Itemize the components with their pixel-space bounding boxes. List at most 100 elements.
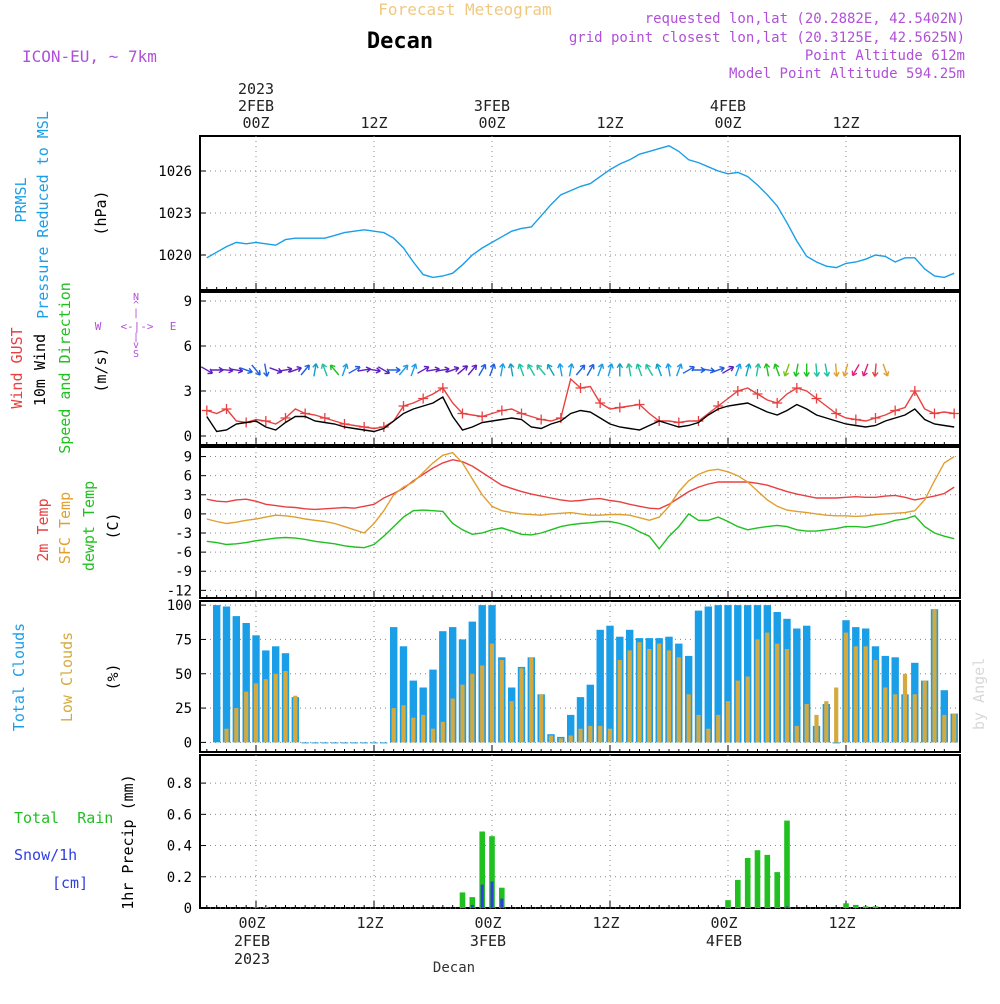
snow-bar — [500, 898, 504, 908]
ytick-label: 1020 — [158, 248, 192, 264]
wind-direction-arrow — [675, 363, 683, 377]
compass-n: N — [133, 292, 139, 303]
compass-s-arrow: v — [133, 340, 139, 351]
low-cloud-bar — [568, 735, 573, 743]
ytick-label: 25 — [175, 701, 192, 717]
ytick-label: 9 — [184, 450, 192, 466]
wind-direction-arrow — [833, 363, 840, 377]
wind-direction-arrow — [745, 363, 752, 377]
model-name: ICON-EU, ~ 7km — [22, 47, 157, 66]
wind-direction-arrow — [517, 363, 525, 377]
rain-bar — [754, 850, 761, 908]
compass-n-arrow: ^ — [133, 300, 139, 311]
wind-direction-arrow — [387, 366, 401, 374]
wind-direction-arrow — [871, 363, 879, 377]
wind-direction-arrow — [882, 363, 890, 377]
gust-marker — [673, 417, 684, 428]
low-cloud-bar — [942, 714, 947, 743]
compass-s: S — [133, 349, 139, 360]
wind-direction-arrow — [417, 365, 430, 374]
cloud-title-low: Low Clouds — [58, 632, 76, 722]
wind-direction-arrow — [557, 363, 564, 377]
gust-marker — [634, 399, 645, 410]
wind-direction-arrow — [436, 366, 450, 373]
low-cloud-bar — [932, 609, 937, 743]
ytick-label: -12 — [167, 583, 192, 599]
gust-marker — [378, 422, 389, 432]
compass-legend: N ^ | W <-|-> E | v S — [95, 292, 177, 360]
wind-title-gust: Wind GUST — [8, 327, 26, 408]
wind-direction-arrow — [288, 366, 302, 373]
low-cloud-bar — [617, 660, 622, 743]
cloud-unit: (%) — [104, 663, 122, 690]
total-cloud-bar — [734, 605, 742, 743]
low-cloud-bar — [283, 671, 288, 743]
ytick-label: 75 — [175, 632, 192, 648]
ytick-label: 1023 — [158, 206, 192, 222]
low-cloud-bar — [834, 687, 839, 743]
wind-direction-arrow — [278, 366, 293, 373]
top-time-label: 2023 — [238, 80, 274, 98]
total-cloud-bar — [704, 606, 712, 743]
precip-title-rain: Total Rain — [14, 809, 113, 827]
rain-bar — [479, 831, 485, 908]
gust-marker — [850, 414, 861, 425]
gust-marker — [280, 413, 291, 423]
gust-marker — [398, 401, 409, 411]
total-cloud-bar — [586, 684, 594, 743]
ytick-label: 3 — [184, 384, 192, 400]
frames-layer: 1020 1023 1026 0 3 6 9 -12 -9 -6 -3 0 3 6 9 0 25 50 75 100 0… — [158, 80, 961, 968]
low-cloud-bar — [558, 738, 563, 743]
low-cloud-bar — [480, 665, 485, 743]
temp-title-dewpt: dewpt Temp — [80, 481, 98, 571]
gust-marker — [811, 393, 822, 404]
top-time-label: 3FEB — [474, 97, 510, 115]
total-cloud-bar — [694, 610, 703, 743]
wind-direction-arrow — [320, 363, 328, 377]
gridpoint-location: grid point closest lon,lat (20.3125E, 42… — [569, 30, 965, 46]
gust-marker — [949, 408, 960, 419]
low-cloud-bar — [883, 687, 888, 743]
low-cloud-bar — [588, 725, 593, 743]
total-cloud-bar — [596, 629, 604, 743]
total-cloud-bar — [331, 742, 339, 744]
wind-direction-arrow — [722, 365, 735, 374]
wind-direction-arrow — [645, 363, 654, 376]
total-cloud-bar — [213, 605, 221, 743]
low-cloud-bar — [657, 643, 662, 743]
rain-bar — [735, 879, 741, 908]
compass-w: W — [95, 320, 102, 333]
wind-direction-arrow — [446, 366, 460, 373]
total-cloud-bar — [232, 616, 240, 743]
ytick-label: 9 — [184, 294, 192, 310]
low-cloud-bar — [814, 714, 819, 743]
total-cloud-bar — [360, 742, 368, 744]
total-cloud-bar — [321, 742, 329, 744]
wind-direction-arrow — [861, 363, 869, 377]
low-cloud-bar — [440, 721, 445, 743]
low-cloud-bar — [952, 713, 957, 743]
gust-marker — [221, 404, 232, 414]
wind-direction-arrow — [851, 364, 860, 377]
bottom-time-label: 12Z — [356, 914, 383, 932]
total-cloud-bar — [606, 625, 614, 743]
total-cloud-bar — [793, 628, 801, 743]
total-cloud-bar — [380, 742, 388, 744]
bottom-time-label: 4FEB — [706, 932, 742, 950]
low-cloud-bar — [578, 728, 583, 743]
ytick-label: 0.4 — [167, 839, 192, 855]
gust-marker — [201, 405, 212, 416]
low-cloud-bar — [263, 679, 268, 743]
wind-direction-arrow — [803, 363, 810, 377]
low-cloud-bar — [627, 650, 632, 743]
low-cloud-bar — [401, 705, 406, 743]
wind-direction-arrow — [329, 364, 340, 376]
ytick-label: 3 — [184, 488, 192, 504]
rain-bar — [862, 906, 869, 908]
total-cloud-bar — [390, 627, 398, 743]
gust-marker — [791, 383, 802, 393]
low-cloud-bar — [755, 639, 760, 743]
top-time-label: 12Z — [360, 114, 387, 132]
ytick-label: 0.2 — [167, 870, 192, 886]
